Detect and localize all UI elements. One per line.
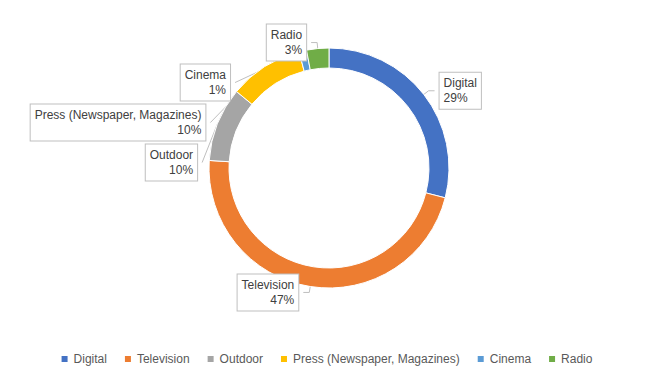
svg-text:Outdoor: Outdoor (220, 352, 263, 366)
svg-text:Radio: Radio (561, 352, 593, 366)
svg-text:Television: Television (137, 352, 190, 366)
svg-text:1%: 1% (209, 83, 227, 97)
svg-text:Digital: Digital (444, 76, 477, 90)
svg-text:Cinema: Cinema (185, 68, 227, 82)
svg-text:Outdoor: Outdoor (150, 148, 193, 162)
svg-text:29%: 29% (444, 91, 468, 105)
svg-text:47%: 47% (270, 293, 294, 307)
svg-text:Press (Newspaper, Magazines): Press (Newspaper, Magazines) (35, 108, 202, 122)
svg-text:Cinema: Cinema (490, 352, 532, 366)
svg-text:3%: 3% (285, 43, 303, 57)
svg-text:10%: 10% (169, 163, 193, 177)
svg-text:Press (Newspaper, Magazines): Press (Newspaper, Magazines) (293, 352, 460, 366)
svg-text:Radio: Radio (271, 28, 303, 42)
svg-text:Digital: Digital (74, 352, 107, 366)
svg-text:10%: 10% (177, 123, 201, 137)
svg-text:Television: Television (242, 278, 295, 292)
